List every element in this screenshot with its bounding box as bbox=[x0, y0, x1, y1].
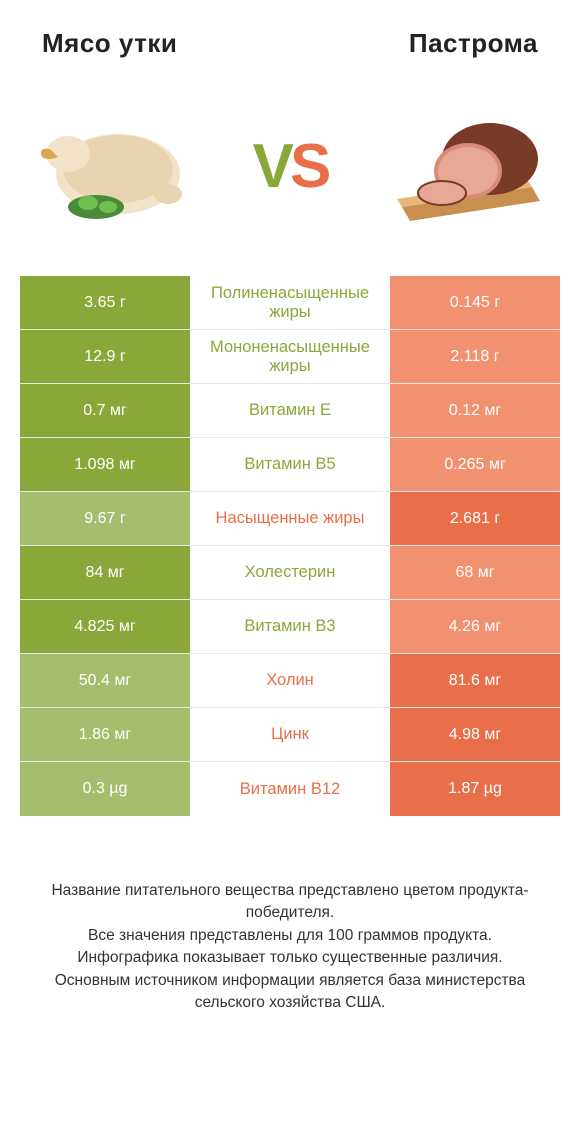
left-value: 0.7 мг bbox=[20, 384, 190, 437]
left-value: 1.86 мг bbox=[20, 708, 190, 761]
right-value: 2.118 г bbox=[390, 330, 560, 383]
right-value: 0.12 мг bbox=[390, 384, 560, 437]
nutrient-row: 0.3 µgВитамин B121.87 µg bbox=[20, 762, 560, 816]
right-value: 68 мг bbox=[390, 546, 560, 599]
nutrient-label: Цинк bbox=[190, 708, 390, 761]
nutrient-label: Холин bbox=[190, 654, 390, 707]
nutrient-table: 3.65 гПолиненасыщенные жиры0.145 г12.9 г… bbox=[20, 276, 560, 816]
right-product-title: Пастрома bbox=[409, 28, 538, 59]
footer-line-4: Основным источником информации является … bbox=[28, 970, 552, 1015]
nutrient-label: Витамин B3 bbox=[190, 600, 390, 653]
right-value: 4.26 мг bbox=[390, 600, 560, 653]
nutrient-row: 50.4 мгХолин81.6 мг bbox=[20, 654, 560, 708]
right-value: 4.98 мг bbox=[390, 708, 560, 761]
nutrient-row: 9.67 гНасыщенные жиры2.681 г bbox=[20, 492, 560, 546]
right-value: 1.87 µg bbox=[390, 762, 560, 816]
left-value: 84 мг bbox=[20, 546, 190, 599]
vs-label: VS bbox=[253, 131, 328, 202]
nutrient-row: 0.7 мгВитамин E0.12 мг bbox=[20, 384, 560, 438]
nutrient-row: 4.825 мгВитамин B34.26 мг bbox=[20, 600, 560, 654]
left-value: 9.67 г bbox=[20, 492, 190, 545]
pastroma-image bbox=[382, 99, 552, 234]
nutrient-label: Витамин B5 bbox=[190, 438, 390, 491]
nutrient-label: Холестерин bbox=[190, 546, 390, 599]
nutrient-row: 12.9 гМононенасыщенные жиры2.118 г bbox=[20, 330, 560, 384]
left-value: 50.4 мг bbox=[20, 654, 190, 707]
right-value: 0.265 мг bbox=[390, 438, 560, 491]
nutrient-label: Полиненасыщенные жиры bbox=[190, 276, 390, 329]
footer-note: Название питательного вещества представл… bbox=[0, 816, 580, 1015]
footer-line-2: Все значения представлены для 100 граммо… bbox=[28, 925, 552, 947]
nutrient-label: Насыщенные жиры bbox=[190, 492, 390, 545]
footer-line-1: Название питательного вещества представл… bbox=[28, 880, 552, 925]
nutrient-label: Витамин B12 bbox=[190, 762, 390, 816]
left-value: 12.9 г bbox=[20, 330, 190, 383]
right-value: 2.681 г bbox=[390, 492, 560, 545]
left-value: 0.3 µg bbox=[20, 762, 190, 816]
nutrient-row: 84 мгХолестерин68 мг bbox=[20, 546, 560, 600]
left-value: 1.098 мг bbox=[20, 438, 190, 491]
left-product-title: Мясо утки bbox=[42, 28, 177, 59]
right-value: 0.145 г bbox=[390, 276, 560, 329]
nutrient-row: 1.098 мгВитамин B50.265 мг bbox=[20, 438, 560, 492]
header: Мясо утки Пастрома bbox=[0, 0, 580, 69]
duck-image bbox=[28, 99, 198, 234]
vs-s: S bbox=[290, 131, 327, 202]
footer-line-3: Инфографика показывает только существенн… bbox=[28, 947, 552, 969]
vs-v: V bbox=[253, 131, 290, 202]
nutrient-label: Витамин E bbox=[190, 384, 390, 437]
nutrient-row: 1.86 мгЦинк4.98 мг bbox=[20, 708, 560, 762]
left-value: 3.65 г bbox=[20, 276, 190, 329]
nutrient-row: 3.65 гПолиненасыщенные жиры0.145 г bbox=[20, 276, 560, 330]
nutrient-label: Мононенасыщенные жиры bbox=[190, 330, 390, 383]
right-value: 81.6 мг bbox=[390, 654, 560, 707]
left-value: 4.825 мг bbox=[20, 600, 190, 653]
vs-row: VS bbox=[0, 69, 580, 276]
